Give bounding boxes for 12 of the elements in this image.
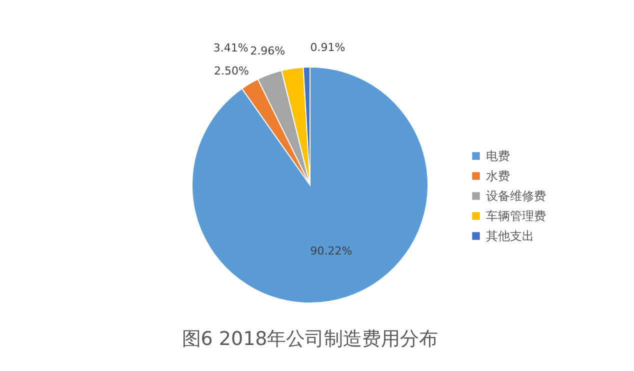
text: 图6 2018年公司制造费用分布 xyxy=(182,328,438,350)
legend-label: 设备维修费 xyxy=(486,189,546,203)
legend-label: 其他支出 xyxy=(486,229,534,243)
data-label: 3.41% xyxy=(213,41,248,54)
data-label: 0.91% xyxy=(310,41,346,54)
data-label: 90.22% xyxy=(310,244,352,258)
legend-label: 水费 xyxy=(486,169,510,183)
legend-label: 车辆管理费 xyxy=(486,209,546,223)
data-label: 2.50% xyxy=(214,64,249,78)
pie-slice xyxy=(192,66,428,304)
legend-label: 电费 xyxy=(486,149,510,163)
data-label: 2.96% xyxy=(250,44,286,58)
